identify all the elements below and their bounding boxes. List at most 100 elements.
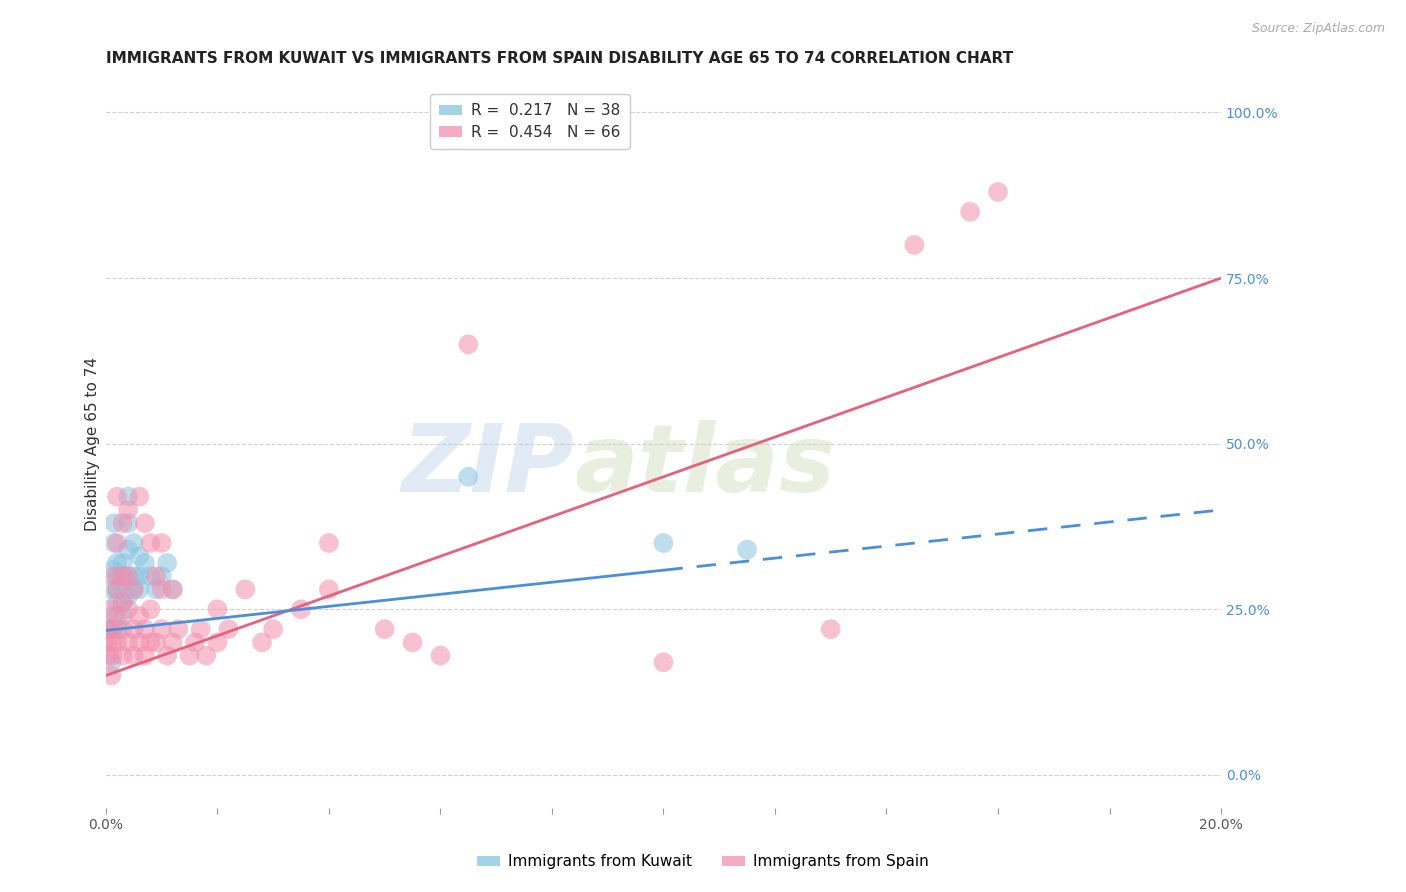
Point xyxy=(122,582,145,597)
Point xyxy=(150,536,173,550)
Point xyxy=(103,516,125,530)
Point xyxy=(318,536,340,550)
Point xyxy=(117,569,139,583)
Point xyxy=(139,569,162,583)
Point xyxy=(111,608,134,623)
Point xyxy=(128,490,150,504)
Point xyxy=(105,582,128,597)
Point xyxy=(100,602,122,616)
Point xyxy=(457,337,479,351)
Point xyxy=(97,622,120,636)
Point xyxy=(401,635,423,649)
Point xyxy=(122,622,145,636)
Point xyxy=(318,582,340,597)
Point xyxy=(156,556,179,570)
Point xyxy=(101,608,124,623)
Point xyxy=(117,602,139,616)
Point xyxy=(162,582,184,597)
Point xyxy=(145,569,167,583)
Point xyxy=(111,596,134,610)
Point xyxy=(134,556,156,570)
Legend: R =  0.217   N = 38, R =  0.454   N = 66: R = 0.217 N = 38, R = 0.454 N = 66 xyxy=(430,95,630,149)
Point xyxy=(150,582,173,597)
Point xyxy=(105,490,128,504)
Point xyxy=(162,582,184,597)
Point xyxy=(162,635,184,649)
Point xyxy=(190,622,212,636)
Point xyxy=(156,648,179,663)
Point xyxy=(100,668,122,682)
Point xyxy=(105,635,128,649)
Point xyxy=(105,596,128,610)
Point xyxy=(457,470,479,484)
Point xyxy=(145,582,167,597)
Point xyxy=(111,569,134,583)
Point xyxy=(111,622,134,636)
Point xyxy=(134,622,156,636)
Point xyxy=(117,490,139,504)
Point xyxy=(150,622,173,636)
Point xyxy=(959,204,981,219)
Point xyxy=(250,635,273,649)
Point xyxy=(184,635,207,649)
Point xyxy=(117,542,139,557)
Point xyxy=(134,648,156,663)
Y-axis label: Disability Age 65 to 74: Disability Age 65 to 74 xyxy=(86,357,100,531)
Point xyxy=(117,569,139,583)
Text: ZIP: ZIP xyxy=(401,419,574,511)
Point xyxy=(100,655,122,669)
Point xyxy=(117,503,139,517)
Point xyxy=(122,536,145,550)
Text: atlas: atlas xyxy=(574,419,835,511)
Point xyxy=(374,622,396,636)
Point xyxy=(139,602,162,616)
Point xyxy=(98,622,121,636)
Point xyxy=(117,589,139,603)
Point xyxy=(100,582,122,597)
Point xyxy=(111,648,134,663)
Point xyxy=(100,635,122,649)
Point xyxy=(111,582,134,597)
Point xyxy=(117,635,139,649)
Point xyxy=(134,516,156,530)
Point xyxy=(111,556,134,570)
Point xyxy=(105,556,128,570)
Point xyxy=(122,569,145,583)
Point xyxy=(262,622,284,636)
Point xyxy=(111,516,134,530)
Point xyxy=(105,536,128,550)
Point xyxy=(105,622,128,636)
Point xyxy=(128,635,150,649)
Point xyxy=(218,622,240,636)
Point xyxy=(207,635,229,649)
Point xyxy=(103,569,125,583)
Point xyxy=(429,648,451,663)
Point xyxy=(105,608,128,623)
Point xyxy=(128,549,150,564)
Text: IMMIGRANTS FROM KUWAIT VS IMMIGRANTS FROM SPAIN DISABILITY AGE 65 TO 74 CORRELAT: IMMIGRANTS FROM KUWAIT VS IMMIGRANTS FRO… xyxy=(105,51,1012,66)
Point xyxy=(150,569,173,583)
Point xyxy=(145,635,167,649)
Point xyxy=(117,516,139,530)
Point xyxy=(100,622,122,636)
Point xyxy=(139,536,162,550)
Point xyxy=(111,596,134,610)
Point xyxy=(652,536,675,550)
Point xyxy=(122,648,145,663)
Point xyxy=(735,542,758,557)
Point xyxy=(105,569,128,583)
Point xyxy=(167,622,190,636)
Point xyxy=(101,622,124,636)
Point xyxy=(101,562,124,576)
Point xyxy=(103,536,125,550)
Text: Source: ZipAtlas.com: Source: ZipAtlas.com xyxy=(1251,22,1385,36)
Point xyxy=(105,582,128,597)
Point xyxy=(111,569,134,583)
Point xyxy=(179,648,201,663)
Point xyxy=(97,648,120,663)
Point xyxy=(139,635,162,649)
Point xyxy=(903,238,925,252)
Point xyxy=(122,582,145,597)
Point xyxy=(652,655,675,669)
Point xyxy=(96,635,118,649)
